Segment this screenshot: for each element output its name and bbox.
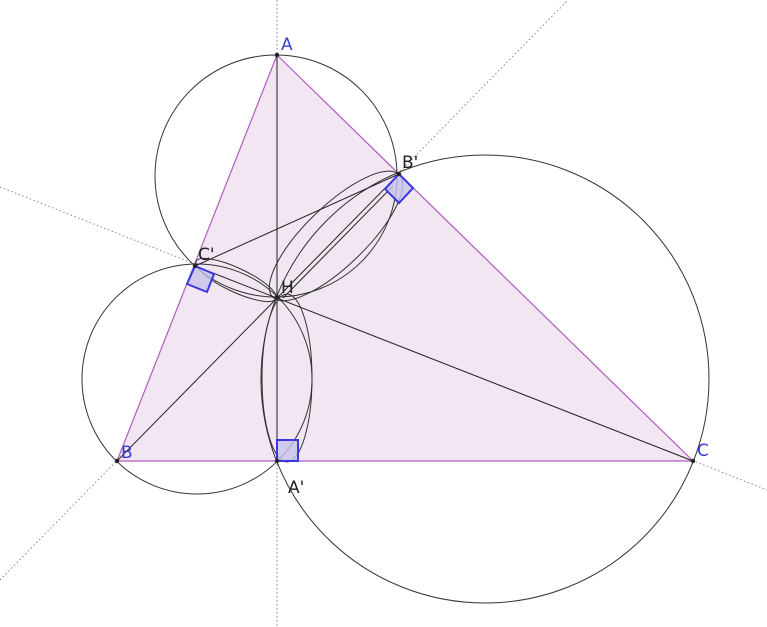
point-b bbox=[114, 458, 120, 464]
point-a-prime bbox=[274, 458, 280, 464]
point-b-prime bbox=[396, 171, 402, 177]
segments bbox=[116, 55, 694, 462]
point-c-prime bbox=[192, 263, 198, 269]
label-a-prime: A' bbox=[288, 478, 304, 498]
label-c-prime: C' bbox=[198, 245, 215, 265]
label-c: C bbox=[697, 441, 709, 461]
right-angle-c-prime bbox=[185, 264, 216, 294]
right-angle-b-prime bbox=[383, 172, 415, 205]
circle-bc bbox=[260, 154, 710, 604]
label-b: B bbox=[121, 443, 133, 463]
label-b-prime: B' bbox=[402, 153, 418, 173]
point-c bbox=[690, 458, 696, 464]
label-a: A bbox=[281, 35, 293, 55]
triangle-abc bbox=[116, 53, 695, 462]
point-h bbox=[274, 294, 280, 300]
altitude-b bbox=[116, 173, 400, 462]
dotted-line-altitude-b bbox=[0, 0, 569, 581]
points bbox=[114, 52, 696, 464]
segment-c-prime-b-prime bbox=[194, 173, 400, 267]
segment-h-b-prime-parallel bbox=[282, 185, 394, 299]
right-angle-markers bbox=[185, 172, 415, 462]
point-a bbox=[274, 52, 280, 58]
label-h: H bbox=[281, 278, 294, 298]
right-angle-a-prime bbox=[276, 439, 299, 462]
